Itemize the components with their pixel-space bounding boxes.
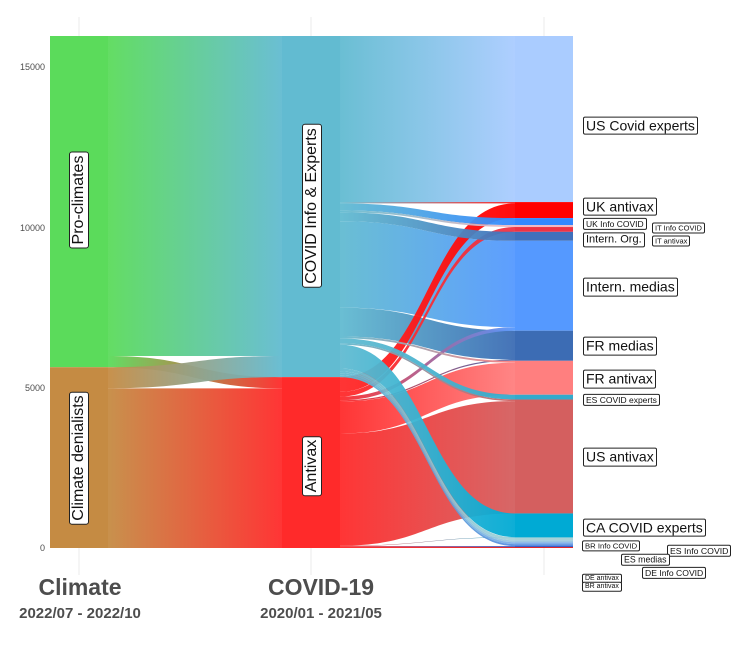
y-tick-label: 15000 [19, 62, 45, 72]
stratum-es-medias [515, 542, 573, 545]
flow-climate-denialists-to-covid-info-experts [108, 356, 282, 389]
flow-antivax-to-br-antivax [340, 547, 515, 548]
axis-period-covid: 2020/01 - 2021/05 [260, 605, 382, 622]
stratum-fr-antivax [515, 360, 573, 395]
flow-antivax-to-fr-antivax [340, 362, 515, 434]
y-tick-label: 5000 [24, 383, 45, 393]
stratum-es-covid-experts [515, 394, 573, 400]
stratum-br-info-covid [515, 537, 573, 541]
stratum-label-de-info-covid: DE Info COVID [642, 566, 707, 579]
y-tick-label: 10000 [19, 223, 45, 233]
stratum-us-covid-experts [515, 36, 573, 203]
stratum-fr-medias [515, 330, 573, 361]
stratum-it-info-covid [515, 225, 573, 228]
flow-covid-info-experts-to-us-covid-experts [340, 36, 515, 203]
flow-covid-info-experts-to-intern-org [340, 212, 515, 241]
flows [108, 36, 515, 548]
y-tick-label: 0 [39, 543, 45, 553]
stratum-label-fr-antivax: FR antivax [583, 369, 656, 389]
flow-antivax-to-ca-covid-experts [340, 537, 515, 547]
stratum-label-it-info-covid: IT Info COVID [652, 222, 705, 234]
stratum-label-climate-denialists: Climate denialists [69, 391, 89, 525]
flow-covid-info-experts-to-uk-antivax [340, 202, 515, 204]
stratum-uk-antivax [515, 202, 573, 219]
stratum-label-es-medias: ES medias [621, 553, 670, 566]
stratum-us-antivax [515, 399, 573, 514]
stratum-ca-covid-experts [515, 513, 573, 538]
stratum-label-uk-antivax: UK antivax [583, 197, 657, 216]
flow-covid-info-experts-to-es-covid-experts [340, 338, 515, 400]
flow-covid-info-experts-to-it-info-covid [340, 210, 515, 228]
flow-covid-info-experts-to-ca-covid-experts [340, 344, 515, 538]
stratum-label-uk-info-covid: UK Info COVID [583, 217, 647, 230]
flow-covid-info-experts-to-es-info-covid [340, 371, 515, 543]
stratum-intern-medias [515, 240, 573, 331]
stratum-label-ca-covid-experts: CA COVID experts [583, 518, 706, 537]
flow-covid-info-experts-to-us-antivax [340, 343, 515, 402]
stratum-it-antivax [515, 227, 573, 232]
flow-antivax-to-de-antivax [340, 546, 515, 548]
flow-antivax-to-intern-medias [340, 327, 515, 401]
flow-antivax-to-fr-medias [340, 359, 515, 402]
axis-label-covid: COVID-19 [267, 574, 375, 600]
stratum-de-info-covid [515, 544, 573, 547]
stratum-br-antivax [515, 547, 573, 548]
stratum-label-us-covid-experts: US Covid experts [583, 116, 698, 135]
flow-covid-info-experts-to-fr-antivax [340, 336, 515, 363]
stratum-label-es-info-covid: ES Info COVID [667, 544, 732, 558]
flow-covid-info-experts-to-fr-medias [340, 307, 515, 360]
flow-covid-info-experts-to-es-medias [340, 373, 515, 545]
stratum-label-intern-medias: Intern. medias [583, 277, 678, 297]
flow-antivax-to-uk-antivax [340, 203, 515, 392]
axis-period-climate: 2022/07 - 2022/10 [19, 605, 141, 622]
stratum-uk-info-covid [515, 218, 573, 226]
flow-antivax-to-it-antivax [340, 227, 515, 397]
stratum-intern-org [515, 231, 573, 241]
flow-pro-climates-to-covid-info-experts [108, 36, 282, 356]
strata [50, 36, 573, 548]
stratum-label-br-info-covid: BR Info COVID [582, 539, 641, 552]
stratum-label-pro-climates: Pro-climates [69, 151, 89, 249]
stratum-label-es-covid-experts: ES COVID experts [583, 393, 660, 406]
stratum-label-antivax: Antivax [302, 435, 322, 497]
axis-label-climate: Climate [38, 574, 122, 600]
stratum-label-covid-info-experts: COVID Info & Experts [302, 124, 322, 288]
stratum-label-fr-medias: FR medias [583, 336, 657, 356]
stratum-label-it-antivax: IT antivax [652, 235, 691, 247]
flow-climate-denialists-to-antivax [108, 388, 282, 548]
flow-covid-info-experts-to-br-info-covid [340, 368, 515, 541]
flow-covid-info-experts-to-uk-info-covid [340, 203, 515, 226]
stratum-de-antivax [515, 546, 573, 548]
stratum-es-info-covid [515, 540, 573, 543]
stratum-label-intern-org: Intern. Org. [583, 231, 645, 248]
stratum-label-br-antivax: BR antivax [582, 581, 622, 593]
flow-covid-info-experts-to-de-info-covid [340, 375, 515, 547]
stratum-label-us-antivax: US antivax [583, 447, 657, 467]
